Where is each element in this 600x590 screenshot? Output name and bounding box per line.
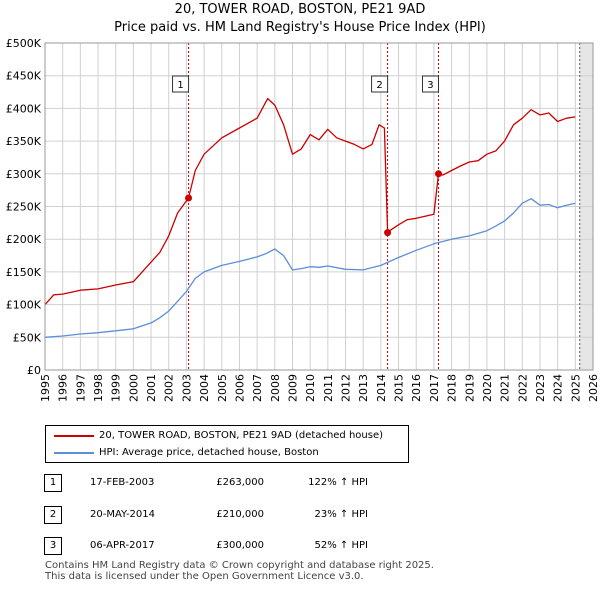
sale-price: £300,000: [216, 540, 264, 551]
x-tick-label: 2010: [304, 374, 317, 402]
sale-marker-label: 3: [427, 80, 433, 91]
sale-date: 20-MAY-2014: [90, 509, 156, 520]
price-chart: 1 2 3 £0 £50K £100K £150K £200K £250K £300K £350K £…: [6, 37, 600, 402]
sale-date: 06-APR-2017: [90, 540, 155, 551]
x-tick-label: 2003: [180, 374, 193, 402]
x-tick-label: 2021: [499, 374, 512, 402]
sale-point: [384, 229, 392, 237]
sale-date: 17-FEB-2003: [90, 477, 155, 488]
y-tick-label: £250K: [6, 201, 42, 214]
x-tick-label: 2006: [233, 374, 246, 402]
y-tick-label: £350K: [6, 135, 42, 148]
sale-number-badge: 1: [44, 474, 62, 492]
footer-copyright: Contains HM Land Registry data © Crown c…: [45, 560, 434, 571]
x-tick-label: 2012: [340, 374, 353, 402]
hpi-line: [44, 198, 576, 338]
sale-price: £210,000: [216, 509, 264, 520]
x-tick-label: 2001: [145, 374, 158, 402]
sale-marker-label: 1: [177, 80, 183, 91]
x-tick-label: 2016: [410, 374, 423, 402]
y-tick-label: £0: [27, 364, 41, 377]
x-tick-label: 1999: [110, 374, 123, 402]
y-tick-label: £50K: [13, 331, 42, 344]
y-tick-label: £150K: [6, 266, 42, 279]
x-tick-label: 2023: [534, 374, 547, 402]
x-tick-label: 2025: [569, 374, 582, 402]
x-tick-label: 2024: [552, 374, 565, 402]
legend-swatch-property: [54, 435, 94, 437]
y-tick-label: £500K: [6, 37, 42, 50]
x-tick-label: 1997: [74, 374, 87, 402]
sale-row: 2 20-MAY-2014 £210,000 23% ↑ HPI: [44, 506, 444, 524]
sale-hpi-change: 122% ↑ HPI: [308, 477, 368, 488]
y-tick-label: £100K: [6, 299, 42, 312]
property-price-line: [44, 97, 576, 306]
y-tick-label: £300K: [6, 168, 42, 181]
x-tick-label: 2004: [198, 374, 211, 402]
x-tick-label: 2017: [428, 374, 441, 402]
x-tick-label: 2018: [446, 374, 459, 402]
legend-label-property: 20, TOWER ROAD, BOSTON, PE21 9AD (detach…: [99, 430, 384, 441]
x-tick-label: 2011: [322, 374, 335, 402]
sale-marker-box: [172, 75, 190, 93]
x-tick-label: 2026: [587, 374, 600, 402]
sale-row: 1 17-FEB-2003 £263,000 122% ↑ HPI: [44, 474, 444, 492]
x-tick-label: 2020: [481, 374, 494, 402]
sale-marker-box: [371, 75, 389, 93]
chart-legend: 20, TOWER ROAD, BOSTON, PE21 9AD (detach…: [45, 425, 409, 463]
plot-frame: [44, 42, 594, 371]
x-tick-label: 1996: [57, 374, 70, 402]
sale-hpi-change: 52% ↑ HPI: [314, 540, 368, 551]
x-tick-label: 2013: [357, 374, 370, 402]
sale-number-badge: 3: [44, 537, 62, 555]
x-tick-label: 2014: [375, 374, 388, 402]
sale-point: [434, 170, 442, 178]
sale-price: £263,000: [216, 477, 264, 488]
legend-swatch-hpi: [54, 452, 94, 454]
x-tick-label: 2000: [127, 374, 140, 402]
y-tick-label: £200K: [6, 233, 42, 246]
sale-number-badge: 2: [44, 506, 62, 524]
chart-title: 20, TOWER ROAD, BOSTON, PE21 9AD: [174, 2, 426, 17]
sale-marker-label: 2: [376, 80, 382, 91]
footer-licence: This data is licensed under the Open Gov…: [45, 571, 364, 582]
x-tick-label: 2007: [251, 374, 264, 402]
y-tick-label: £450K: [6, 70, 42, 83]
x-tick-label: 2008: [269, 374, 282, 402]
sale-point: [185, 194, 193, 202]
sale-row: 3 06-APR-2017 £300,000 52% ↑ HPI: [44, 537, 444, 555]
sale-marker-box: [421, 75, 439, 93]
x-tick-label: 2002: [163, 374, 176, 402]
chart-subtitle: Price paid vs. HM Land Registry's House …: [114, 20, 486, 35]
x-tick-label: 2015: [393, 374, 406, 402]
legend-label-hpi: HPI: Average price, detached house, Bost…: [99, 447, 319, 458]
y-tick-label: £400K: [6, 102, 42, 115]
x-tick-label: 2022: [516, 374, 529, 402]
x-tick-label: 1995: [39, 374, 52, 402]
x-tick-label: 2009: [286, 374, 299, 402]
sale-hpi-change: 23% ↑ HPI: [314, 509, 368, 520]
x-tick-label: 2005: [216, 374, 229, 402]
x-tick-label: 2019: [463, 374, 476, 402]
x-tick-label: 1998: [92, 374, 105, 402]
